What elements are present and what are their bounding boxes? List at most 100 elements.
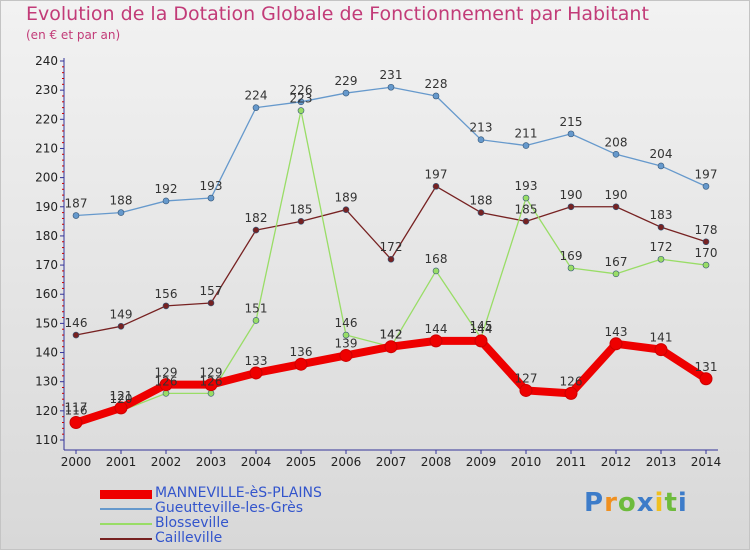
data-point — [342, 89, 350, 97]
data-label: 156 — [155, 287, 178, 301]
x-tick-label: 2005 — [286, 455, 317, 469]
y-tick-label: 220 — [35, 112, 58, 126]
data-point — [657, 162, 665, 170]
y-tick-label: 210 — [35, 141, 58, 155]
legend-swatch — [100, 538, 152, 540]
y-tick-label: 240 — [35, 54, 58, 68]
data-point — [702, 261, 710, 269]
x-tick-label: 2013 — [646, 455, 677, 469]
data-label: 157 — [200, 284, 223, 298]
data-point — [207, 390, 215, 397]
data-label: 172 — [380, 240, 403, 254]
data-label: 215 — [560, 115, 583, 129]
y-tick-label: 150 — [35, 316, 58, 330]
y-tick-label: 160 — [35, 287, 58, 301]
data-label: 197 — [425, 167, 448, 181]
x-tick-label: 2014 — [691, 455, 722, 469]
data-point — [612, 150, 620, 158]
data-label: 144 — [425, 322, 448, 336]
data-point — [69, 416, 83, 430]
data-point — [522, 142, 530, 149]
data-label: 193 — [200, 179, 223, 193]
data-point — [567, 130, 575, 138]
data-point — [297, 98, 305, 106]
y-tick-label: 110 — [35, 433, 58, 447]
data-point — [252, 317, 260, 324]
x-tick-label: 2000 — [61, 455, 92, 469]
data-point — [117, 209, 125, 216]
data-point — [477, 136, 485, 144]
data-point — [564, 386, 578, 400]
data-label: 190 — [605, 188, 628, 202]
data-label: 126 — [200, 374, 223, 388]
x-tick-label: 2006 — [331, 455, 362, 469]
data-point — [252, 226, 260, 234]
legend-label: Gueutteville-les-Grès — [155, 500, 303, 516]
data-label: 133 — [245, 354, 268, 368]
data-label: 224 — [245, 89, 268, 103]
data-point — [207, 299, 215, 307]
data-point — [72, 331, 80, 339]
y-tick-label: 140 — [35, 346, 58, 360]
data-label: 129 — [155, 366, 178, 380]
y-tick-label: 230 — [35, 83, 58, 97]
data-point — [384, 340, 398, 354]
x-tick-label: 2007 — [376, 455, 407, 469]
data-label: 116 — [65, 404, 88, 418]
data-label: 168 — [425, 252, 448, 266]
data-label: 151 — [245, 301, 268, 315]
x-tick-label: 2011 — [556, 455, 587, 469]
y-tick-label: 170 — [35, 258, 58, 272]
x-tick-label: 2009 — [466, 455, 497, 469]
data-point — [612, 270, 620, 278]
data-point — [429, 334, 443, 348]
data-point — [162, 197, 170, 205]
y-tick-label: 120 — [35, 404, 58, 418]
data-label: 120 — [110, 392, 133, 406]
data-point — [474, 334, 488, 348]
x-tick-label: 2004 — [241, 455, 272, 469]
data-label: 226 — [290, 83, 313, 97]
data-label: 193 — [515, 179, 538, 193]
data-point — [657, 255, 665, 263]
data-label: 167 — [605, 255, 628, 269]
data-point — [702, 183, 710, 190]
y-tick-label: 180 — [35, 229, 58, 243]
data-label: 229 — [335, 74, 358, 88]
data-label: 197 — [695, 167, 718, 181]
data-label: 131 — [695, 360, 718, 374]
data-point — [207, 194, 215, 202]
data-point — [249, 366, 263, 380]
x-tick-label: 2008 — [421, 455, 452, 469]
data-point — [567, 203, 575, 211]
data-point — [432, 92, 440, 100]
legend-swatch — [100, 508, 152, 510]
data-point — [477, 209, 485, 216]
data-point — [114, 401, 128, 415]
data-label: 139 — [335, 336, 358, 350]
data-point — [609, 337, 623, 351]
data-point — [432, 183, 440, 190]
data-point — [159, 378, 173, 392]
data-label: 126 — [560, 374, 583, 388]
x-tick-label: 2002 — [151, 455, 182, 469]
data-point — [117, 322, 125, 330]
data-point — [432, 267, 440, 275]
data-point — [519, 383, 533, 397]
data-label: 121 — [110, 389, 133, 403]
data-point — [522, 194, 530, 202]
data-label: 223 — [290, 92, 313, 106]
data-label: 143 — [605, 325, 628, 339]
legend-swatch — [100, 523, 152, 525]
data-point — [702, 238, 710, 246]
data-label: 126 — [155, 374, 178, 388]
data-label: 183 — [650, 208, 673, 222]
data-label: 182 — [245, 211, 268, 225]
chart-subtitle: (en € et par an) — [26, 28, 121, 42]
data-label: 192 — [155, 182, 178, 196]
data-point — [72, 212, 80, 219]
data-point — [654, 343, 668, 357]
y-tick-label: 190 — [35, 200, 58, 214]
data-label: 169 — [560, 249, 583, 263]
